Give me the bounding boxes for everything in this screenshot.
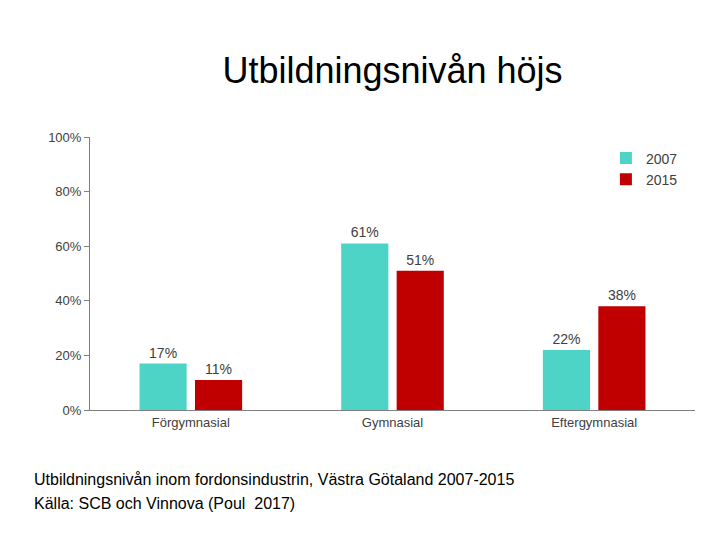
svg-text:11%: 11%: [205, 361, 232, 377]
svg-text:2007: 2007: [646, 151, 677, 167]
svg-text:Utbildningsnivån höjs: Utbildningsnivån höjs: [222, 50, 562, 91]
svg-text:38%: 38%: [608, 287, 636, 303]
svg-text:2015: 2015: [646, 172, 677, 188]
svg-text:Förgymnasial: Förgymnasial: [152, 415, 230, 430]
svg-text:60%: 60%: [55, 239, 81, 254]
svg-text:Eftergymnasial: Eftergymnasial: [551, 415, 637, 430]
svg-text:Källa: SCB och Vinnova (Poul: Källa: SCB och Vinnova (Poul 2017): [34, 495, 295, 512]
svg-text:20%: 20%: [55, 348, 81, 363]
svg-text:51%: 51%: [406, 252, 434, 268]
svg-text:100%: 100%: [48, 130, 82, 145]
svg-text:Utbildningsnivån inom fordonsi: Utbildningsnivån inom fordonsindustrin, …: [34, 471, 514, 488]
svg-text:61%: 61%: [351, 224, 379, 240]
svg-text:40%: 40%: [55, 293, 81, 308]
svg-text:80%: 80%: [55, 184, 81, 199]
svg-text:22%: 22%: [552, 331, 580, 347]
svg-text:Gymnasial: Gymnasial: [362, 415, 424, 430]
svg-text:17%: 17%: [149, 345, 177, 361]
svg-text:0%: 0%: [63, 403, 82, 418]
